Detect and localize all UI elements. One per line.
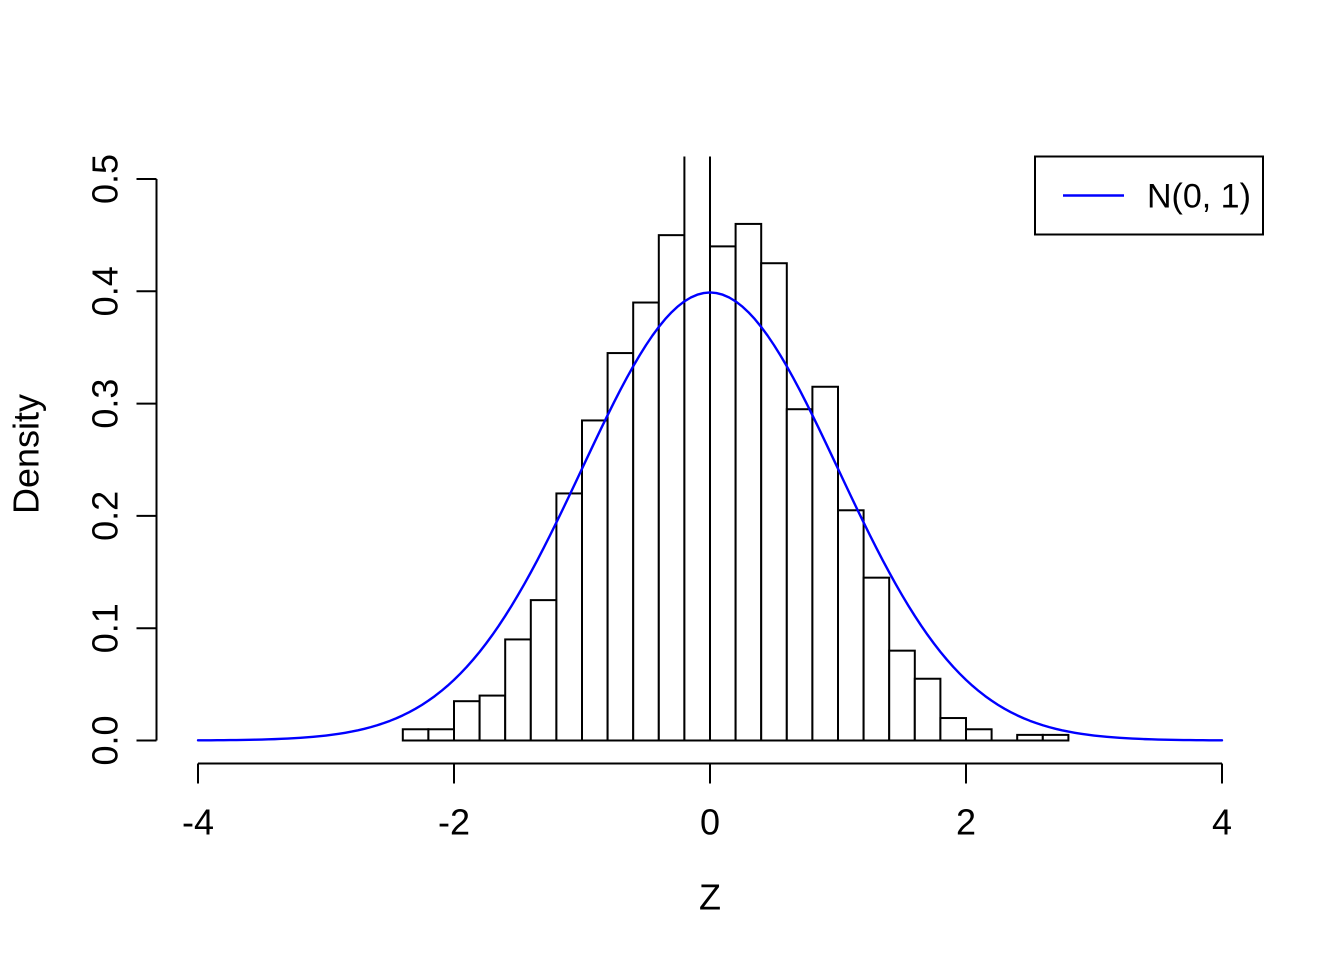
y-tick-label: 0.0 bbox=[85, 715, 126, 765]
x-tick-label: -4 bbox=[182, 802, 214, 843]
x-axis: -4 -2 0 2 4 bbox=[182, 762, 1232, 843]
y-tick-label: 0.5 bbox=[85, 154, 126, 204]
histogram-bar bbox=[1016, 733, 1044, 742]
y-tick-label: 0.3 bbox=[85, 379, 126, 429]
x-axis-title: Z bbox=[699, 877, 721, 918]
y-tick-label: 0.1 bbox=[85, 603, 126, 653]
histogram-bar bbox=[888, 649, 916, 742]
histogram-bar bbox=[709, 245, 737, 742]
histogram-bar bbox=[837, 509, 865, 742]
legend: N(0, 1) bbox=[1034, 155, 1264, 236]
histogram-bar bbox=[811, 385, 840, 742]
y-tick-label: 0.4 bbox=[85, 266, 126, 316]
histogram-bar bbox=[478, 694, 507, 742]
histogram-bar bbox=[657, 234, 686, 742]
histogram-bar bbox=[427, 728, 455, 742]
y-axis: 0.0 0.1 0.2 0.3 0.4 0.5 bbox=[85, 154, 158, 766]
histogram-bar bbox=[683, 156, 712, 742]
x-tick-label: 0 bbox=[700, 802, 720, 843]
histogram-bar bbox=[606, 352, 635, 742]
histogram-bar bbox=[913, 677, 942, 742]
density-curve bbox=[196, 291, 1224, 742]
histogram-bar bbox=[401, 728, 430, 742]
histogram-bar bbox=[555, 492, 584, 742]
y-tick-label: 0.2 bbox=[85, 491, 126, 541]
histogram-bar bbox=[965, 728, 993, 742]
histogram-bar bbox=[581, 419, 609, 742]
histogram-bars bbox=[401, 156, 1070, 742]
y-axis-title: Density bbox=[6, 394, 47, 514]
histogram-bar bbox=[453, 700, 481, 742]
x-tick-label: 2 bbox=[956, 802, 976, 843]
histogram-bar bbox=[760, 262, 788, 742]
histogram-bar bbox=[504, 638, 532, 742]
x-tick-label: 4 bbox=[1212, 802, 1232, 843]
histogram-bar bbox=[734, 222, 763, 742]
legend-entry-label: N(0, 1) bbox=[1147, 177, 1251, 215]
x-tick-label: -2 bbox=[438, 802, 470, 843]
histogram-bar bbox=[862, 576, 891, 742]
histogram-bar bbox=[785, 408, 814, 742]
histogram-bar bbox=[632, 301, 660, 742]
histogram-bar bbox=[939, 717, 968, 742]
normal-curve-path bbox=[196, 291, 1224, 742]
histogram-bar bbox=[1041, 733, 1070, 742]
histogram-bar bbox=[529, 599, 558, 742]
